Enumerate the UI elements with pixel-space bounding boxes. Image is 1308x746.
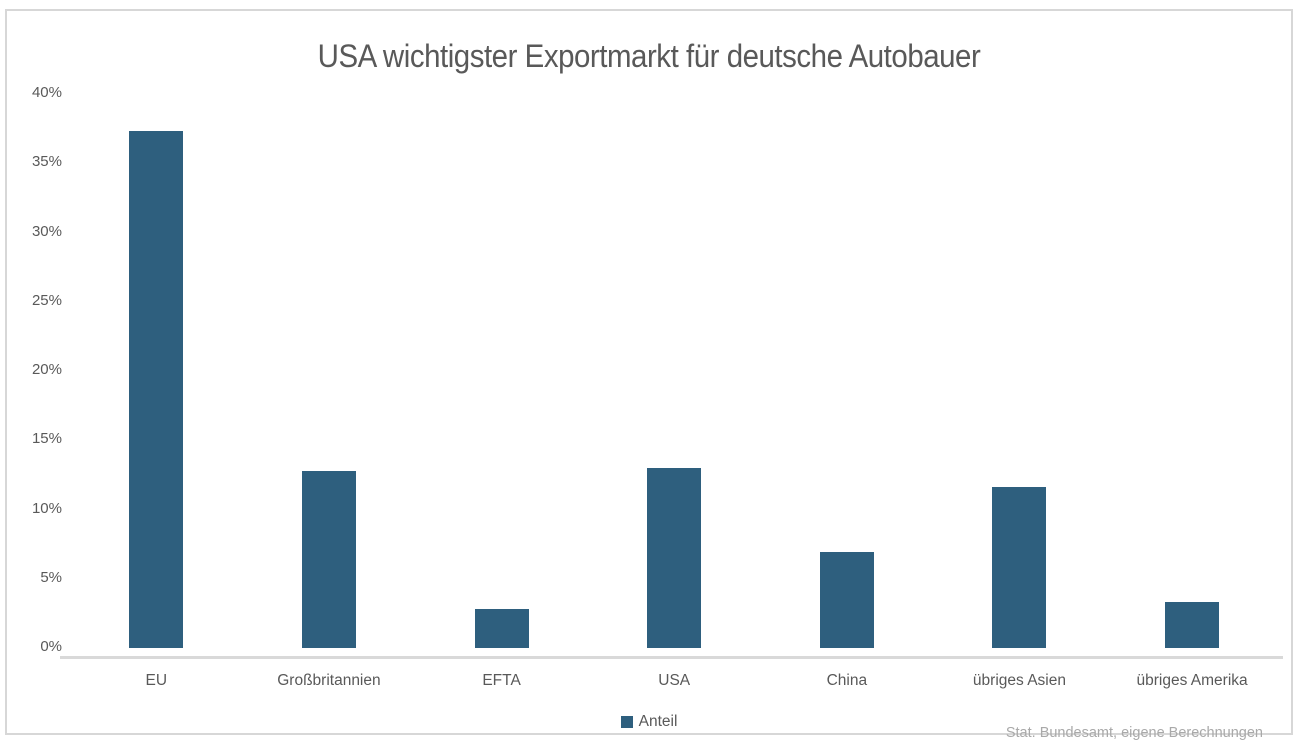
chart-title: USA wichtigster Exportmarkt für deutsche… — [317, 38, 981, 74]
x-category-label: übriges Amerika — [1136, 672, 1248, 689]
bar-eu — [129, 131, 184, 648]
chart-frame: USA wichtigster Exportmarkt für deutsche… — [5, 9, 1293, 741]
legend-swatch-icon — [620, 716, 633, 728]
x-category-label: EU — [145, 672, 168, 689]
y-tick-label: 40% — [31, 84, 62, 101]
bar-efta — [474, 609, 529, 648]
x-category-label: übriges Asien — [972, 672, 1066, 689]
x-category-label: USA — [658, 672, 691, 689]
bar-gro-britannien — [301, 470, 356, 648]
legend: Anteil — [7, 713, 1291, 731]
x-category-label: China — [826, 672, 868, 689]
x-category-label: EFTA — [482, 672, 521, 689]
y-tick-label: 5% — [40, 568, 62, 586]
y-tick-label: 15% — [31, 430, 62, 448]
legend-label: Anteil — [638, 713, 678, 730]
source-note: Stat. Bundesamt, eigene Berechnungen — [1005, 725, 1263, 741]
y-tick-label: 0% — [40, 638, 62, 655]
bar--briges-asien — [992, 487, 1047, 648]
bar-usa — [647, 467, 702, 648]
x-category-label: Großbritannien — [277, 672, 381, 689]
y-tick-label: 30% — [31, 222, 62, 240]
x-axis-line — [60, 656, 1283, 659]
y-tick-label: 20% — [31, 361, 62, 378]
y-tick-label: 35% — [31, 153, 62, 171]
y-tick-label: 25% — [31, 291, 62, 309]
y-tick-label: 10% — [31, 499, 62, 517]
bar-china — [819, 552, 874, 648]
bar--briges-amerika — [1165, 602, 1220, 648]
